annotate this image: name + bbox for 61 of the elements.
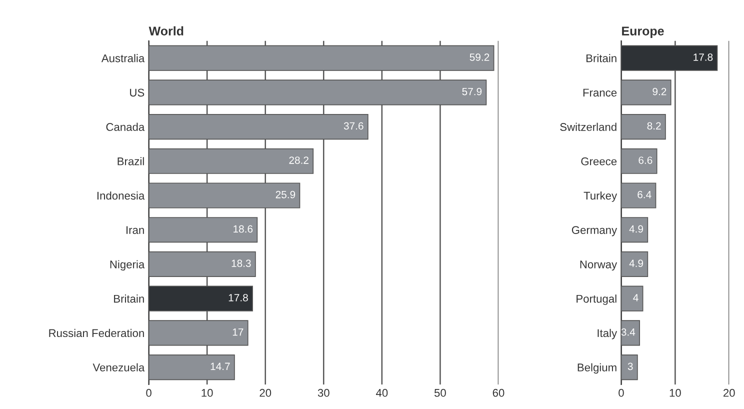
y-tick-label: Belgium (578, 363, 616, 374)
y-tick-label: Venezuela (92, 363, 145, 372)
y-tick-label: Iran (126, 226, 144, 234)
y-tick-label: Nigeria (110, 260, 145, 271)
y-tick-label: Indonesia (97, 191, 145, 200)
y-tick-label: US (130, 88, 144, 97)
data-label: 6.4 (638, 190, 652, 198)
data-label: 3.4 (621, 328, 636, 336)
data-label: 17 (232, 328, 244, 336)
y-tick-label: Russian Federation (49, 328, 144, 338)
x-tick-label: 60 (492, 388, 504, 397)
x-tick-label: 0 (146, 388, 152, 397)
x-tick-label: 50 (434, 388, 446, 397)
data-label: 4 (633, 294, 638, 302)
chart-title: Europe (622, 26, 664, 38)
y-tick-label: Brazil (118, 157, 144, 166)
y-tick-label: Greece (581, 157, 617, 166)
data-label: 6.6 (638, 156, 652, 164)
data-label: 59.2 (470, 54, 490, 61)
y-tick-label: Canada (106, 122, 145, 131)
data-label: 18.3 (232, 260, 251, 268)
bar (621, 286, 644, 312)
data-label: 17.8 (694, 54, 713, 61)
bar (621, 114, 666, 140)
data-label: 57.9 (462, 88, 482, 96)
bar (621, 354, 638, 380)
y-tick-label: Germany (572, 226, 618, 236)
x-tick-label: 40 (376, 388, 388, 397)
data-label: 18.6 (234, 225, 253, 233)
bar (621, 182, 656, 208)
data-label: 8.2 (647, 122, 661, 130)
x-tick-label: 10 (202, 388, 213, 397)
data-label: 9.2 (652, 88, 666, 96)
y-tick-label: Britain (586, 54, 616, 62)
data-label: 4.9 (629, 260, 644, 268)
y-tick-label: Norway (580, 260, 618, 271)
data-label: 28.2 (289, 156, 308, 164)
data-label: 14.7 (210, 362, 230, 370)
data-label: 25.9 (276, 190, 296, 198)
x-tick-label: 20 (260, 388, 272, 397)
data-label: 4.9 (629, 225, 644, 233)
y-tick-label: Portugal (576, 294, 616, 305)
bar (621, 320, 640, 346)
x-tick-label: 30 (318, 388, 330, 397)
bar (621, 148, 658, 174)
x-tick-label: 20 (724, 388, 735, 397)
bar (621, 80, 672, 106)
data-label: 37.6 (344, 122, 364, 130)
chart-title: World (148, 26, 184, 36)
bar (621, 217, 648, 243)
data-label: 3 (628, 362, 633, 370)
bar (621, 251, 648, 277)
y-tick-label: Switzerland (560, 122, 616, 131)
x-tick-label: 10 (670, 388, 681, 397)
x-tick-label: 0 (618, 388, 624, 397)
y-tick-label: Australia (101, 54, 145, 62)
data-label: 17.8 (228, 294, 248, 302)
y-tick-label: France (583, 88, 617, 97)
y-tick-label: Britain (114, 294, 144, 303)
y-tick-label: Italy (598, 328, 618, 340)
y-tick-label: Turkey (584, 191, 618, 202)
